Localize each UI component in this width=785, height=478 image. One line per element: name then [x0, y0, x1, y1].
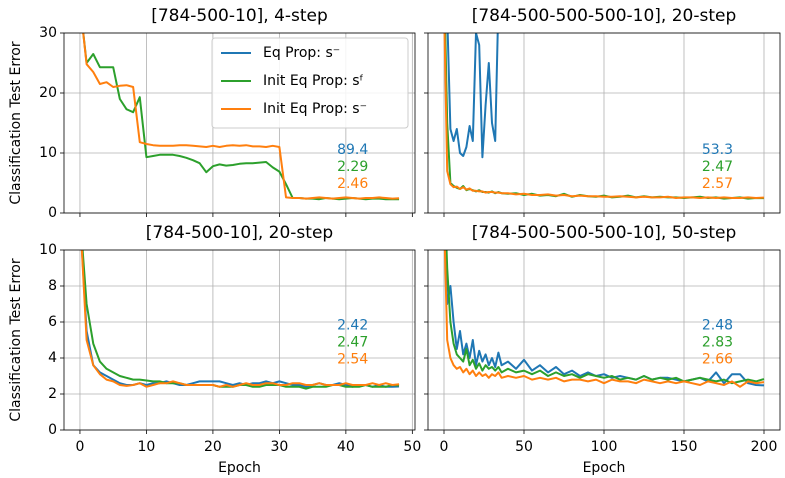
x-tick-label: 10 [138, 439, 156, 455]
legend-label: Init Eq Prop: sᶠ [263, 73, 364, 89]
subplot: 0 10 20 30 40 50 0 2 4 6 8 10 2.422.472.54 [784-500-1… [8, 223, 421, 476]
legend-label: Eq Prop: s⁻ [263, 45, 340, 61]
legend-box [211, 37, 409, 129]
legend: Eq Prop: s⁻ Init Eq Prop: sᶠ Init Eq Prop:… [211, 37, 409, 129]
final-value: 2.29 [337, 159, 368, 175]
y-tick-label: 30 [39, 25, 57, 41]
y-tick-label: 0 [48, 422, 57, 438]
axes-frame [63, 32, 416, 214]
subplot-title: [784-500-500-500-10], 20-step [472, 6, 737, 26]
subplot-title: [784-500-10], 4-step [151, 6, 328, 26]
final-value: 2.46 [337, 176, 368, 192]
subplot: 0 50 100 150 200 2.482.832.66 [784-500-500-500… [424, 223, 781, 476]
x-tick-label: 20 [204, 439, 222, 455]
x-tick-label: 150 [671, 439, 698, 455]
final-value: 2.83 [702, 335, 733, 351]
x-tick-label: 100 [591, 439, 618, 455]
y-axis-label: Classification Test Error [8, 258, 24, 421]
final-value: 2.54 [337, 352, 368, 368]
axes-frame [427, 32, 781, 214]
x-tick-label: 0 [75, 439, 84, 455]
final-value: 2.57 [702, 176, 733, 192]
x-tick-label: 50 [515, 439, 533, 455]
y-tick-label: 10 [39, 145, 57, 161]
y-tick-label: 10 [39, 242, 57, 258]
x-tick-label: 0 [440, 439, 449, 455]
x-tick-label: 200 [751, 439, 778, 455]
y-tick-label: 6 [48, 314, 57, 330]
subplot: 53.32.472.57 [784-500-500-500-10], 20-ste… [424, 6, 781, 217]
series-line [82, 33, 400, 200]
y-tick-label: 20 [39, 85, 57, 101]
x-tick-label: 50 [403, 439, 421, 455]
final-value: 2.47 [702, 159, 733, 175]
final-value: 2.66 [702, 352, 733, 368]
series-line [82, 33, 400, 201]
x-tick-label: 30 [270, 439, 288, 455]
y-axis-label: Classification Test Error [8, 41, 24, 204]
series-line [446, 33, 499, 159]
axes-frame [63, 249, 416, 431]
final-value: 2.42 [337, 318, 368, 334]
x-axis-label: Epoch [218, 460, 261, 476]
x-axis-label: Epoch [583, 460, 626, 476]
x-tick-label: 40 [337, 439, 355, 455]
subplot: 0 10 20 30 89.42.292.46 [784-500-10], 4-step C… [8, 6, 416, 221]
series-line [445, 250, 765, 385]
final-value: 2.48 [702, 318, 733, 334]
final-value: 2.47 [337, 335, 368, 351]
series-line [80, 250, 400, 388]
legend-label: Init Eq Prop: s⁻ [263, 101, 367, 117]
y-tick-label: 4 [48, 350, 57, 366]
y-tick-label: 0 [48, 205, 57, 221]
final-value: 89.4 [337, 142, 368, 158]
series-line [443, 33, 765, 199]
series-line [443, 250, 765, 388]
final-value: 53.3 [702, 142, 733, 158]
subplot-title: [784-500-500-500-10], 50-step [472, 223, 737, 243]
subplot-title: [784-500-10], 20-step [146, 223, 333, 243]
y-tick-label: 2 [48, 386, 57, 402]
axes-frame [427, 249, 781, 431]
y-tick-label: 8 [48, 278, 57, 294]
